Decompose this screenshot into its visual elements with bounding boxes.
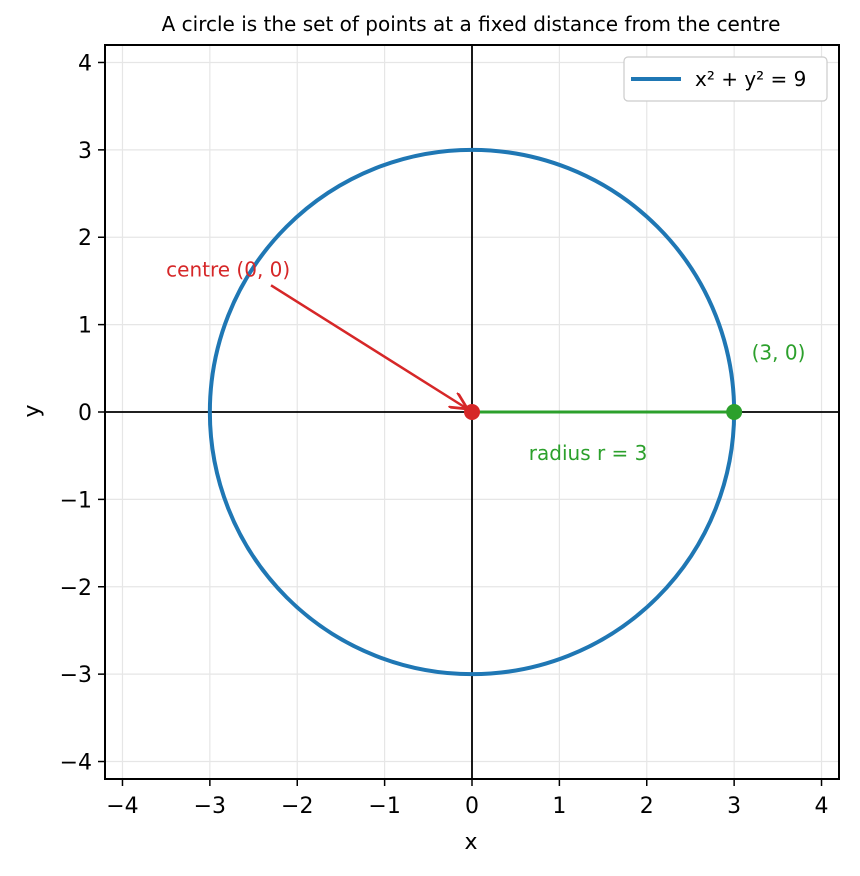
x-tick-label: −2 [281, 794, 313, 819]
y-tick-label: −3 [60, 663, 92, 688]
x-tick-label: −3 [194, 794, 226, 819]
chart-title: A circle is the set of points at a fixed… [162, 12, 781, 36]
annotation-label: radius r = 3 [529, 441, 648, 465]
y-tick-label: 1 [78, 314, 92, 339]
y-ticks: −4 −3 −2 −1 0 1 2 3 4 [60, 51, 105, 776]
x-tick-label: 0 [465, 794, 479, 819]
annotation-label: (3, 0) [752, 341, 806, 365]
y-tick-label: 3 [78, 139, 92, 164]
annotations: centre (0, 0) (3, 0) radius r = 3 [166, 258, 805, 466]
y-tick-label: −4 [60, 751, 92, 776]
legend-label-circle: x² + y² = 9 [695, 67, 806, 91]
y-tick-label: 2 [78, 226, 92, 251]
radius-endpoint-point [726, 404, 743, 420]
annotation-label: centre (0, 0) [166, 258, 290, 282]
x-axis-label: x [464, 830, 477, 855]
centre-point [464, 404, 480, 420]
x-tick-label: 1 [552, 794, 566, 819]
y-tick-label: 4 [78, 51, 92, 76]
x-ticks: −4 −3 −2 −1 0 1 2 3 4 [106, 779, 829, 819]
x-tick-label: −4 [106, 794, 138, 819]
y-tick-label: 0 [78, 401, 92, 426]
y-tick-label: −2 [60, 576, 92, 601]
x-tick-label: 2 [640, 794, 654, 819]
legend-box [623, 56, 828, 102]
y-axis-label: y [20, 404, 45, 417]
y-tick-label: −1 [60, 488, 92, 513]
centre-arrow [270, 284, 466, 408]
legend: x² + y² = 9 [623, 56, 828, 102]
x-tick-label: −1 [368, 794, 400, 819]
x-tick-label: 4 [815, 794, 829, 819]
x-tick-label: 3 [727, 794, 741, 819]
